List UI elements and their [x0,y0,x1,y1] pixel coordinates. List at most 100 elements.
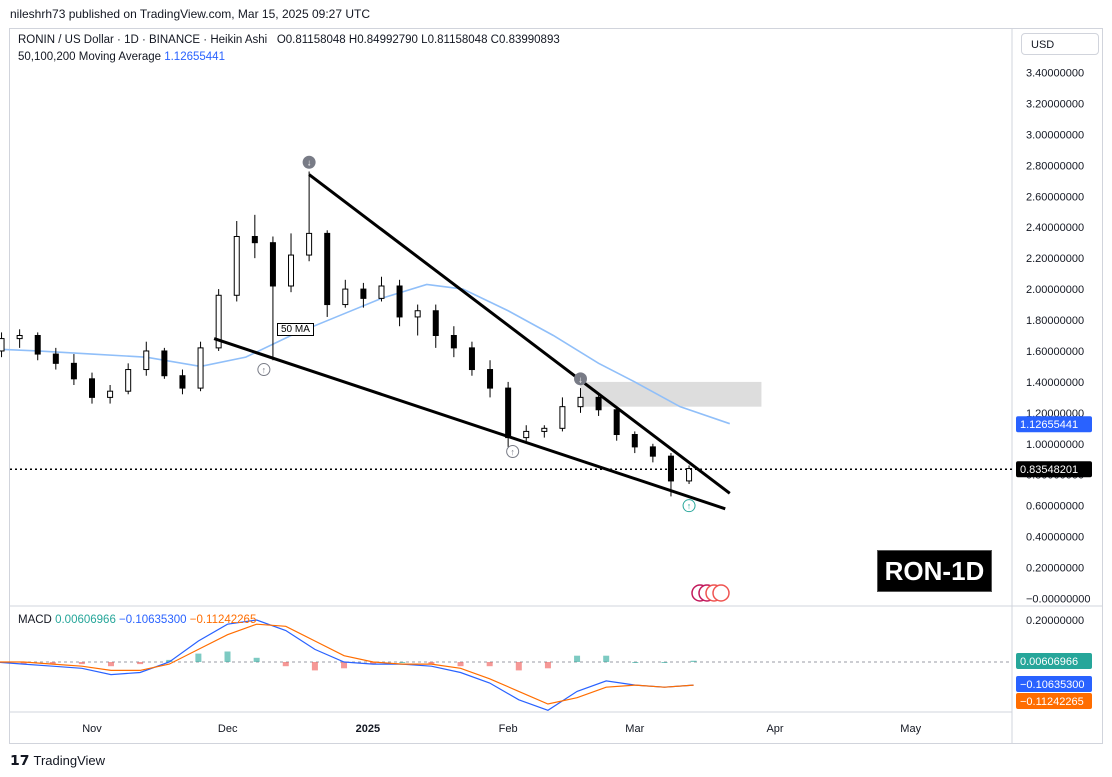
candle-body [559,406,566,429]
candle-body [541,427,548,432]
ma-price-tag-bg [1016,416,1092,433]
candle-body [269,242,276,287]
arrow-up-icon [506,445,520,459]
ohlc-low: L0.81158048 [421,34,488,46]
last-price-tag-bg [1016,461,1092,478]
candle-body [649,446,656,457]
candle-body [468,347,475,371]
ma-price-tag: 1.12655441 [1020,419,1078,431]
candle-body [686,468,693,482]
candle-body [52,353,59,364]
y-tick-label: 3.00000000 [1026,129,1084,141]
ma-legend[interactable]: 50,100,200 Moving Average 1.12655441 [18,51,225,63]
arrow-down-glyph: ↓ [307,158,312,168]
event-flag-icon [712,584,730,602]
candle-body [523,430,530,439]
macd-hist-bar [690,660,697,662]
tradingview-icon: 𝟭𝟳 [10,752,30,768]
arrow-down-icon [302,155,316,169]
x-tick-label: May [900,723,921,735]
arrow-up-icon [257,363,271,377]
candle-body [414,310,421,318]
candle-body [577,396,584,408]
candle-body [16,335,23,340]
candle-body [432,310,439,337]
arrow-up-glyph: ↑ [262,365,267,375]
macd-line-tag-bg [1016,676,1092,692]
macd-hist-bar [49,662,56,665]
macd-hist-tag: 0.00606966 [1020,656,1078,668]
macd-hist-bar [282,662,289,667]
macd-hist-bar [457,662,464,667]
tradingview-wordmark: TradingView [33,753,106,768]
candle-body [125,369,132,392]
ohlc-high: H0.84992790 [348,34,418,46]
candle-body [161,350,168,377]
symbol-title[interactable]: RONIN / US Dollar · 1D · BINANCE · Heiki… [18,34,268,46]
macd-hist-bar [107,662,114,667]
candle-body [613,409,620,436]
macd-hist-bar [428,662,435,665]
candle-body [342,288,349,306]
candle-body [396,285,403,318]
arrow-up-glyph: ↑ [510,447,515,457]
macd-line-tag: −0.10635300 [1020,679,1085,691]
y-tick-label: 2.20000000 [1026,253,1084,265]
macd-signal-value: −0.11242265 [189,614,257,626]
tradingview-logo[interactable]: 𝟭𝟳 TradingView [10,752,105,769]
candle-body [631,434,638,448]
macd-legend[interactable]: MACD 0.00606966 −0.10635300 −0.11242265 [18,614,256,626]
macd-hist-bar [78,662,85,665]
macd-hist-bar [253,657,260,662]
y-tick-label: 2.60000000 [1026,191,1084,203]
candle-body [360,288,367,299]
macd-hist-bar [574,655,581,662]
arrow-down-glyph: ↓ [578,374,583,384]
candle-body [324,232,331,306]
candle-body [306,232,313,256]
candle-body [505,387,512,439]
candle-body [70,362,77,380]
ma-annotation: 50 MA [277,323,314,336]
ohlc-open: O0.81158048 [276,34,346,46]
candle-body [450,335,457,349]
symbol-legend: RONIN / US Dollar · 1D · BINANCE · Heiki… [18,34,560,46]
publisher-line: nileshrh73 published on TradingView.com,… [10,7,370,21]
x-tick-label: 2025 [356,723,380,735]
macd-hist-bar [311,662,318,671]
x-tick-label: Apr [766,723,783,735]
candle-body [143,350,150,371]
macd-hist-bar [399,662,406,663]
macd-hist-bar [486,662,493,667]
y-tick-label: −0.00000000 [1026,594,1091,606]
macd-hist-bar [603,655,610,662]
ma-legend-label: 50,100,200 Moving Average [18,51,162,63]
candle-body [179,375,186,389]
candle-body [487,369,494,389]
macd-legend-label: MACD [18,614,52,626]
macd-hist-bar [661,662,668,663]
lower-trendline [213,337,726,511]
x-tick-label: Nov [82,723,102,735]
macd-hist-bar [632,662,639,663]
candle-body [251,235,258,244]
macd-line [0,619,694,711]
signal-line [0,623,694,705]
y-tick-label: 3.40000000 [1026,68,1084,80]
arrow-down-icon [574,372,588,386]
macd-signal-tag-bg [1016,693,1092,709]
candle-body [595,396,602,411]
y-tick-label: 1.80000000 [1026,315,1084,327]
candle-body [288,254,295,287]
macd-hist-bar [544,662,551,669]
macd-signal-tag: −0.11242265 [1020,696,1084,708]
macd-hist-tag-bg [1016,653,1092,669]
candle-body [0,338,5,352]
currency-button[interactable]: USD [1021,33,1099,55]
macd-hist-bar [341,662,348,669]
macd-line-value: −0.10635300 [119,614,187,626]
candle-body [215,294,222,349]
x-tick-label: Dec [218,723,238,735]
y-tick-label: 2.40000000 [1026,222,1084,234]
